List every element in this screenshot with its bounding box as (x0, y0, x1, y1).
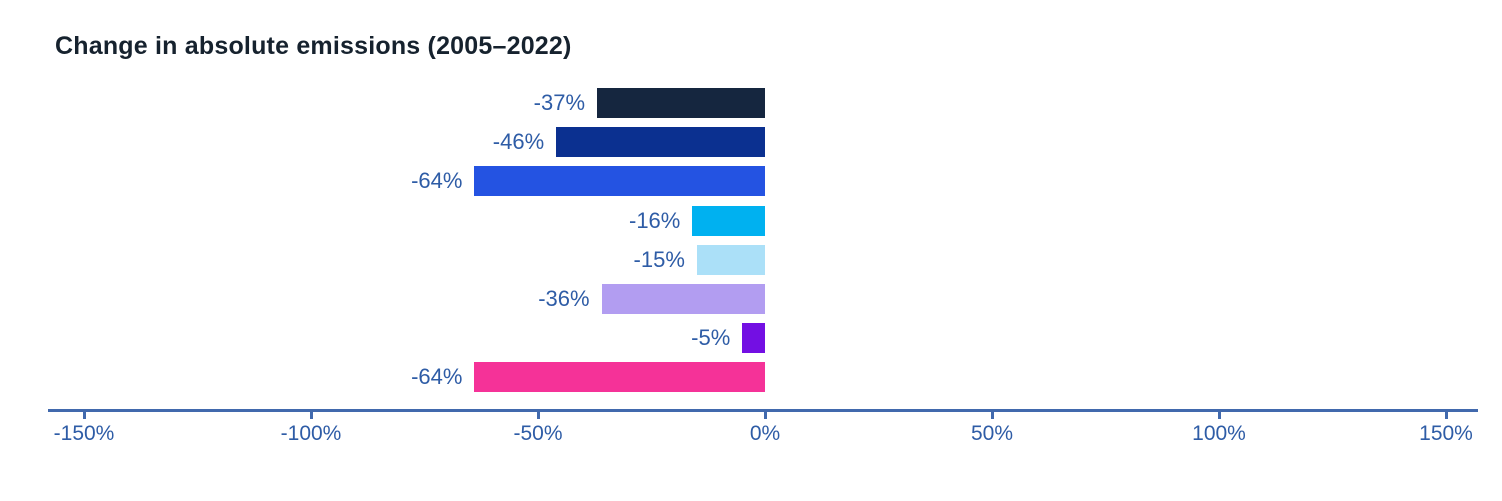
chart-title: Change in absolute emissions (2005–2022) (55, 32, 572, 60)
bar (742, 323, 765, 354)
axis-tick-label: 50% (970, 422, 1014, 445)
bar (474, 166, 765, 197)
axis-tick (763, 409, 767, 419)
axis-tick (1217, 409, 1221, 419)
axis-tick-label: 0% (749, 422, 781, 445)
axis-tick (1444, 409, 1448, 419)
bar-value-label: -64% (411, 168, 463, 194)
x-axis-line (47, 409, 1478, 412)
axis-tick (536, 409, 540, 419)
axis-tick-label: -100% (280, 422, 342, 445)
bar-value-label: -15% (633, 246, 685, 272)
bar-value-label: -36% (538, 286, 590, 311)
bar-value-label: -37% (533, 90, 586, 115)
bar-value-label: -16% (629, 207, 681, 233)
bar (556, 127, 765, 158)
bar (692, 205, 765, 236)
bar (601, 284, 765, 314)
axis-tick-label: -50% (513, 422, 563, 445)
axis-tick-label: 100% (1192, 422, 1246, 445)
bar-value-label: -64% (411, 364, 463, 390)
bar (474, 362, 765, 393)
bar-value-label: -46% (492, 129, 545, 155)
axis-tick (309, 409, 313, 419)
axis-tick-label: -150% (53, 422, 115, 445)
axis-tick (990, 409, 994, 419)
axis-tick (82, 409, 86, 419)
bar (597, 88, 765, 118)
axis-tick-label: 150% (1419, 422, 1473, 445)
bar (696, 244, 765, 275)
bar-value-label: -5% (691, 325, 731, 351)
